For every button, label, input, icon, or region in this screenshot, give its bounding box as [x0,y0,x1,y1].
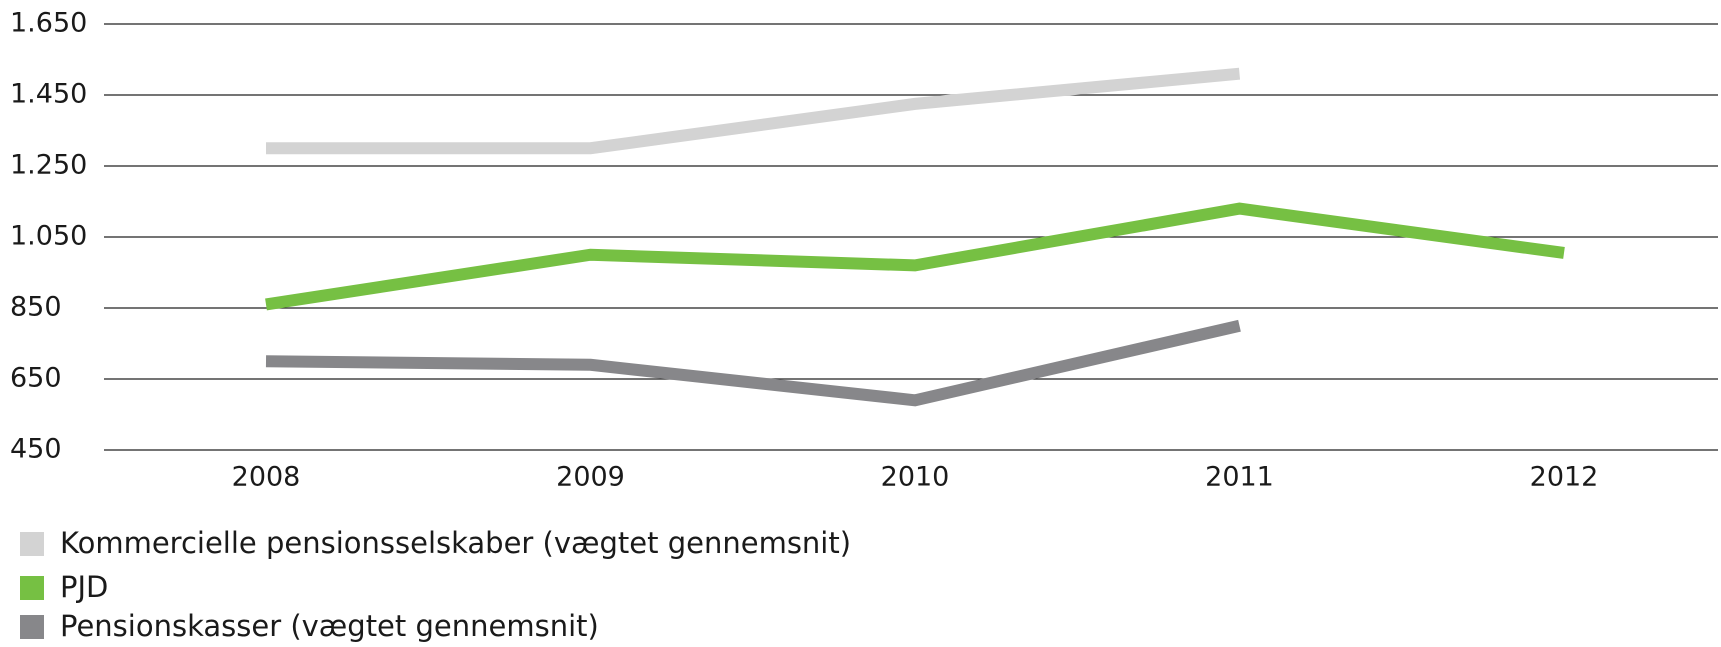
legend-swatch [20,615,44,639]
series-line [266,67,1241,155]
x-tick-label: 2012 [1530,462,1599,493]
x-tick-label: 2008 [232,462,301,493]
x-tick-label: 2010 [881,462,950,493]
series-line [265,202,1565,311]
series-line [265,319,1241,407]
y-tick-label: 450 [10,434,62,465]
legend-label: Kommercielle pensionsselskaber (vægtet g… [60,526,851,560]
legend-label: Pensionskasser (vægtet gennemsnit) [60,609,599,643]
legend-label: PJD [60,570,108,604]
x-tick-label: 2009 [556,462,625,493]
legend-swatch [20,532,44,556]
x-tick-label: 2011 [1205,462,1274,493]
y-tick-label: 1.050 [10,221,87,252]
y-tick-label: 1.250 [10,150,87,181]
y-tick-label: 1.650 [10,8,87,39]
y-tick-label: 650 [10,363,62,394]
y-tick-label: 850 [10,292,62,323]
legend: Kommercielle pensionsselskaber (vægtet g… [20,526,851,643]
legend-swatch [20,576,44,600]
y-tick-label: 1.450 [10,79,87,110]
